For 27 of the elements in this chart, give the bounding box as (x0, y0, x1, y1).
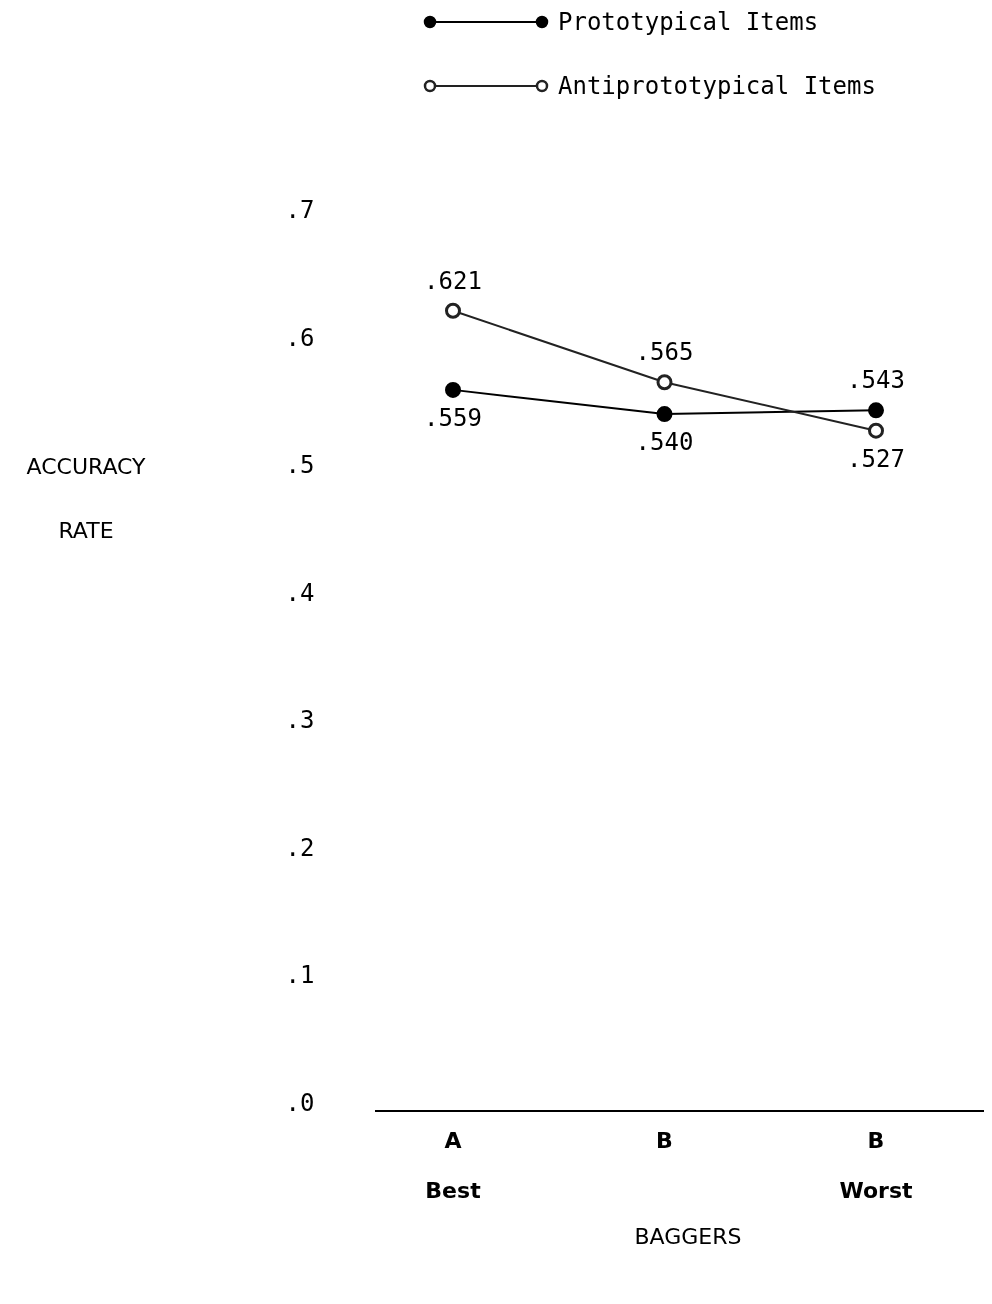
text: ACCURACY RATE (26, 454, 146, 543)
legend-label: Antiprototypical Items (558, 72, 876, 100)
x-tick-label: B Worst (839, 1128, 914, 1203)
y-tick-label: .7 (285, 196, 315, 224)
data-label: .565 (635, 338, 694, 367)
y-tick-label: .3 (285, 706, 315, 735)
x-tick-label: A Best (425, 1128, 482, 1203)
y-tick-label: .6 (285, 323, 315, 352)
data-label: .621 (424, 266, 482, 295)
legend-label: Prototypical Items (558, 8, 819, 36)
y-tick-label: .0 (285, 1089, 315, 1117)
point (868, 422, 884, 439)
data-label: .540 (635, 428, 694, 457)
point (445, 302, 461, 319)
point (868, 402, 884, 419)
data-label: .559 (424, 403, 482, 432)
y-tick-label: .2 (285, 833, 315, 862)
y-tick-label: .4 (285, 578, 315, 607)
data-label: .527 (847, 444, 905, 473)
y-tick-label: .1 (285, 961, 315, 990)
x-tick-label: B (656, 1128, 673, 1153)
y-tick-label: .5 (285, 451, 315, 480)
x-axis-title: BAGGERS (634, 1224, 742, 1249)
point (656, 406, 673, 423)
data-label: .543 (847, 366, 905, 395)
point (445, 381, 461, 398)
point (656, 374, 673, 391)
